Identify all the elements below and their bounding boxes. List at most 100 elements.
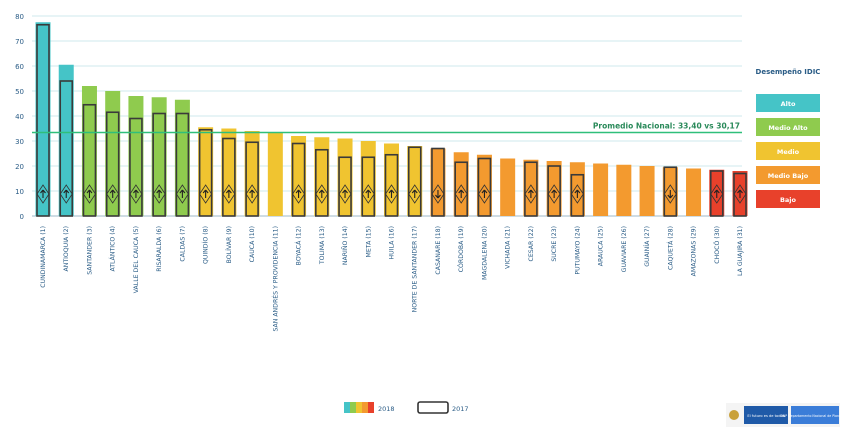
category-label: GUAINÍA (27)	[642, 226, 651, 267]
bar-2018	[244, 131, 260, 216]
logo-badge	[744, 406, 788, 424]
category-label: VALLE DEL CAUCA (5)	[133, 226, 140, 293]
category-label: MAGDALENA (20)	[481, 226, 488, 280]
arrow-up-icon	[342, 189, 348, 198]
bar-2017-outline	[361, 156, 376, 217]
legend-swatch	[756, 166, 820, 184]
trend-diamond-icon	[547, 184, 561, 204]
bar-2018	[616, 164, 632, 216]
bar-2017-outline	[198, 128, 213, 217]
category-label: LA GUAJIRA (31)	[737, 226, 744, 276]
trend-diamond-icon	[431, 184, 445, 204]
bar-2017-outline	[152, 112, 166, 217]
trend-diamond-icon	[663, 184, 677, 204]
bar-2017-outline	[454, 161, 469, 217]
legend-swatch	[756, 190, 820, 208]
category-label: NARIÑO (14)	[340, 226, 349, 265]
category-label: ARAUCA (25)	[598, 226, 605, 266]
bar-2018	[453, 152, 469, 216]
legend-level-label: Medio Alto	[768, 124, 808, 132]
category-label: RISARALDA (6)	[156, 226, 163, 272]
trend-diamond-icon	[385, 184, 398, 204]
category-label: VICHADA (21)	[505, 226, 512, 269]
trend-diamond-icon	[59, 184, 73, 204]
bar-2017-outline	[663, 166, 678, 217]
legend-2018-swatch	[356, 402, 362, 413]
bar-2017-outline	[570, 173, 585, 217]
y-tick-label: 80	[15, 13, 24, 21]
legend-level-label: Medio Bajo	[768, 172, 809, 180]
legend-level-label: Bajo	[780, 196, 797, 204]
bar-2018	[546, 161, 562, 216]
arrow-up-icon	[295, 189, 302, 198]
coat-of-arms-icon	[729, 410, 739, 420]
bar-2018	[500, 158, 516, 216]
bar-2017-outline	[105, 111, 120, 217]
category-label: CASANARE (18)	[435, 226, 442, 275]
trend-diamond-icon	[361, 184, 375, 204]
bar-2018	[105, 91, 121, 216]
trend-diamond-icon	[222, 184, 236, 204]
bar-2017-outline	[36, 23, 50, 217]
arrow-up-icon	[133, 189, 139, 198]
bar-2018	[314, 137, 330, 216]
category-label: HUILA (16)	[389, 226, 396, 260]
arrow-up-icon	[551, 189, 558, 198]
bar-2017-outline	[245, 141, 259, 217]
category-label: ANTIOQUIA (2)	[63, 226, 70, 272]
bar-2017-outline	[547, 165, 561, 217]
bar-2017-outline	[175, 112, 190, 217]
arrow-up-icon	[109, 189, 116, 198]
bar-2018	[569, 162, 585, 216]
category-label: ATLÁNTICO (4)	[108, 226, 117, 272]
category-label: AMAZONAS (29)	[691, 226, 698, 276]
trend-diamond-icon	[129, 184, 143, 204]
arrow-up-icon	[737, 189, 743, 198]
y-tick-label: 0	[20, 213, 24, 221]
dnp-logo-badge	[791, 406, 839, 424]
legend-level-label: Alto	[781, 100, 796, 108]
category-label: SANTANDER (3)	[86, 226, 93, 275]
category-label: SAN ANDRÉS Y PROVIDENCIA (11)	[270, 226, 279, 332]
average-label: Promedio Nacional: 33,40 vs 30,17	[593, 122, 740, 131]
trend-diamond-icon	[408, 184, 422, 204]
legend-2017-swatch	[417, 401, 449, 414]
category-label: CÓRDOBA (19)	[456, 226, 465, 272]
category-label: CESAR (22)	[528, 226, 535, 261]
bar-2018	[174, 99, 190, 216]
legend-2018-swatch	[368, 402, 374, 413]
trend-diamond-icon	[524, 184, 538, 204]
category-label: SUCRE (23)	[551, 226, 558, 262]
arrow-up-icon	[86, 189, 93, 198]
category-label: CAUCA (10)	[249, 226, 256, 262]
arrow-up-icon	[458, 189, 465, 198]
arrow-up-icon	[481, 189, 488, 198]
category-label: CHOCÓ (30)	[712, 226, 721, 264]
bar-2018	[639, 166, 655, 216]
category-label: CUNDINAMARCA (1)	[40, 226, 47, 288]
bar-2018	[58, 64, 74, 216]
bar-2018	[151, 97, 167, 216]
category-label: CALDAS (7)	[179, 226, 186, 262]
arrow-up-icon	[156, 189, 163, 198]
bar-2017-outline	[407, 146, 422, 217]
category-label: PUTUMAYO (24)	[574, 226, 581, 275]
y-tick-label: 50	[15, 88, 24, 96]
arrow-up-icon	[713, 189, 720, 198]
bar-2018	[523, 159, 539, 216]
bar-2017-outline	[129, 117, 143, 217]
bar-2017-outline	[477, 157, 492, 217]
arrow-up-icon	[63, 189, 70, 198]
y-tick-label: 70	[15, 38, 24, 46]
arrow-down-icon	[435, 190, 441, 199]
arrow-up-icon	[202, 189, 209, 198]
arrow-up-icon	[388, 189, 395, 198]
arrow-up-icon	[527, 189, 534, 198]
bar-2018	[198, 127, 214, 216]
bar-2017-outline	[524, 161, 538, 217]
trend-diamond-icon	[292, 184, 306, 204]
trend-diamond-icon	[245, 184, 259, 204]
bar-2017-outline	[431, 147, 445, 217]
legend-2018-swatch	[350, 402, 356, 413]
trend-diamond-icon	[454, 184, 468, 204]
